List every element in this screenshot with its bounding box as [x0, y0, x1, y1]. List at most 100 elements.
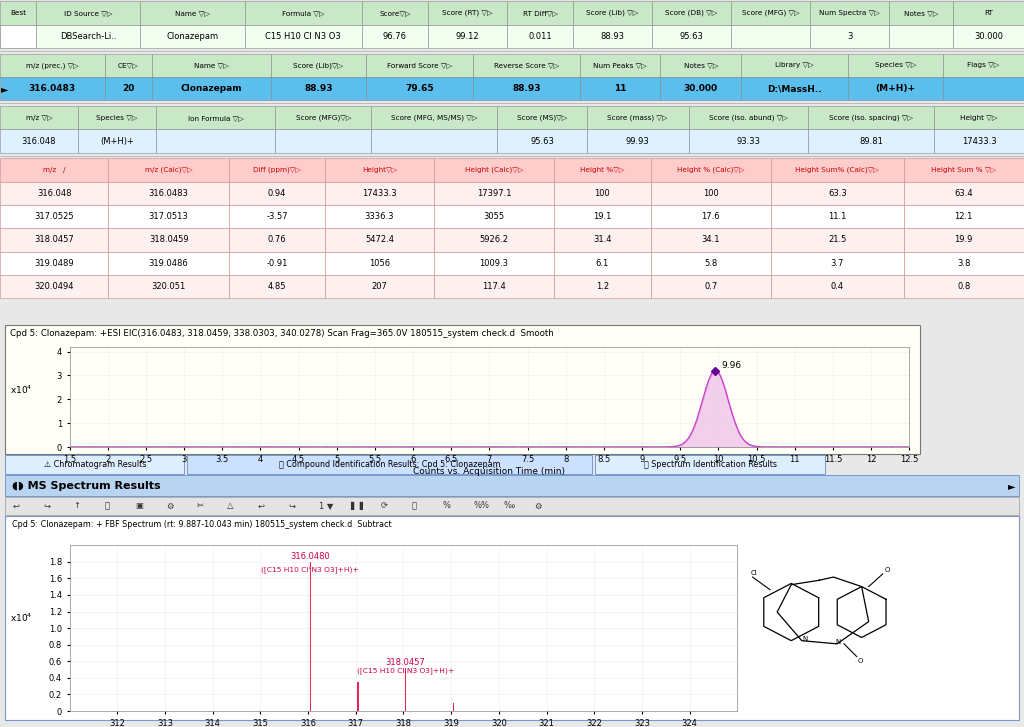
- Bar: [554, 228, 650, 252]
- Bar: [152, 54, 271, 77]
- Text: Score (MFG)▽▷: Score (MFG)▽▷: [296, 115, 351, 121]
- Text: ⚙: ⚙: [535, 502, 542, 510]
- Bar: [587, 129, 689, 153]
- Text: CE▽▷: CE▽▷: [118, 63, 138, 68]
- Text: Score (Lib) ▽▷: Score (Lib) ▽▷: [587, 10, 639, 16]
- Text: 5926.2: 5926.2: [479, 236, 509, 244]
- Text: Name ▽▷: Name ▽▷: [175, 10, 210, 16]
- Text: ▌▐: ▌▐: [350, 502, 364, 510]
- Text: ⟳: ⟳: [381, 502, 388, 510]
- Bar: [650, 182, 771, 205]
- Bar: [245, 25, 361, 48]
- Bar: [580, 54, 660, 77]
- Bar: [434, 275, 554, 298]
- Bar: [771, 182, 903, 205]
- Text: ↩: ↩: [12, 502, 19, 510]
- Text: 316.0480: 316.0480: [291, 553, 331, 561]
- Text: Forward Score ▽▷: Forward Score ▽▷: [387, 63, 452, 68]
- Text: 319.0489: 319.0489: [35, 259, 74, 268]
- Text: Formula ▽▷: Formula ▽▷: [282, 10, 325, 16]
- Bar: [741, 77, 848, 100]
- Bar: [741, 54, 848, 77]
- Text: (M+H)+: (M+H)+: [876, 84, 915, 93]
- Bar: [771, 228, 903, 252]
- Bar: [0, 1, 36, 25]
- Bar: [554, 182, 650, 205]
- Bar: [109, 182, 229, 205]
- Text: Score (MFG, MS/MS) ▽▷: Score (MFG, MS/MS) ▽▷: [391, 115, 477, 121]
- Bar: [229, 205, 326, 228]
- Bar: [140, 25, 245, 48]
- Bar: [554, 252, 650, 275]
- Bar: [507, 25, 573, 48]
- Text: 95.63: 95.63: [680, 32, 703, 41]
- Bar: [652, 1, 731, 25]
- Text: ◖◗ MS Spectrum Results: ◖◗ MS Spectrum Results: [12, 481, 161, 491]
- Bar: [810, 1, 889, 25]
- Bar: [428, 1, 507, 25]
- Text: 20: 20: [122, 84, 134, 93]
- Bar: [771, 252, 903, 275]
- Bar: [326, 228, 434, 252]
- Bar: [361, 25, 428, 48]
- Text: ↪: ↪: [289, 502, 296, 510]
- Bar: [573, 25, 652, 48]
- Text: Score (Lib)▽▷: Score (Lib)▽▷: [293, 63, 343, 68]
- Bar: [650, 205, 771, 228]
- Bar: [650, 158, 771, 182]
- Text: 1009.3: 1009.3: [479, 259, 509, 268]
- Text: 0.4: 0.4: [830, 282, 844, 291]
- Text: △: △: [227, 502, 233, 510]
- Bar: [229, 158, 326, 182]
- Text: 📋: 📋: [412, 502, 417, 510]
- Text: m/z (prec.) ▽▷: m/z (prec.) ▽▷: [26, 63, 79, 68]
- Bar: [650, 228, 771, 252]
- Text: Num Peaks ▽▷: Num Peaks ▽▷: [593, 63, 647, 68]
- Text: 93.33: 93.33: [736, 137, 761, 145]
- Bar: [934, 106, 1024, 129]
- Bar: [453, 703, 455, 711]
- Bar: [810, 25, 889, 48]
- Text: 79.65: 79.65: [406, 84, 433, 93]
- Bar: [889, 1, 952, 25]
- Text: 17397.1: 17397.1: [477, 189, 511, 198]
- Bar: [808, 129, 934, 153]
- Text: 318.0459: 318.0459: [148, 236, 188, 244]
- Text: 19.9: 19.9: [954, 236, 973, 244]
- Text: 34.1: 34.1: [701, 236, 720, 244]
- Text: 63.4: 63.4: [954, 189, 973, 198]
- Text: 31.4: 31.4: [593, 236, 611, 244]
- Bar: [771, 205, 903, 228]
- Text: RT: RT: [984, 10, 993, 16]
- Bar: [36, 25, 140, 48]
- Bar: [309, 562, 311, 711]
- Bar: [109, 205, 229, 228]
- Text: Score (mass) ▽▷: Score (mass) ▽▷: [607, 115, 668, 121]
- Text: Height %▽▷: Height %▽▷: [581, 167, 625, 173]
- Text: Height Sum% (Calc)▽▷: Height Sum% (Calc)▽▷: [796, 167, 880, 173]
- Text: 100: 100: [702, 189, 719, 198]
- Bar: [0, 228, 109, 252]
- Text: ►: ►: [1009, 481, 1016, 491]
- Bar: [372, 106, 497, 129]
- Bar: [434, 158, 554, 182]
- Text: 99.12: 99.12: [456, 32, 479, 41]
- Text: 📊 Compound Identification Results: Cpd 5: Clonazepam: 📊 Compound Identification Results: Cpd 5…: [279, 460, 501, 469]
- Bar: [497, 129, 587, 153]
- Text: ⚠ Chromatogram Results: ⚠ Chromatogram Results: [44, 460, 145, 469]
- Text: 316.048: 316.048: [37, 189, 72, 198]
- Text: Cl: Cl: [751, 570, 758, 576]
- Bar: [78, 129, 156, 153]
- Bar: [109, 275, 229, 298]
- Bar: [326, 182, 434, 205]
- Text: Ion Formula ▽▷: Ion Formula ▽▷: [187, 115, 244, 121]
- Text: 320.051: 320.051: [152, 282, 185, 291]
- Text: D:\MassH..: D:\MassH..: [767, 84, 822, 93]
- Text: Best: Best: [10, 10, 26, 16]
- Text: 17433.3: 17433.3: [362, 189, 396, 198]
- Bar: [587, 106, 689, 129]
- X-axis label: Counts vs. Acquisition Time (min): Counts vs. Acquisition Time (min): [414, 467, 565, 475]
- Bar: [507, 1, 573, 25]
- Bar: [104, 54, 152, 77]
- Text: m/z (Calc)▽▷: m/z (Calc)▽▷: [144, 167, 193, 173]
